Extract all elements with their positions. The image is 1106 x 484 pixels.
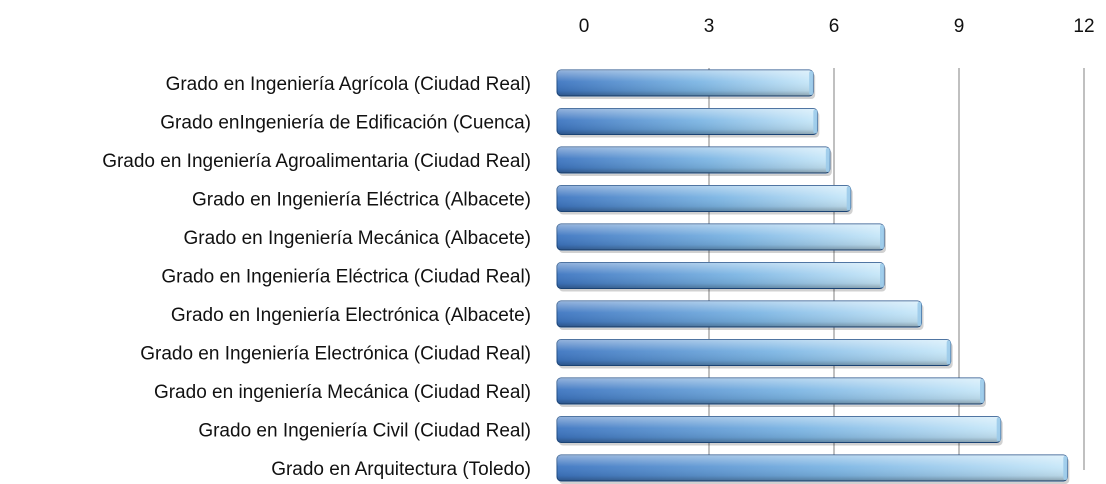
- bar-end-cap: [809, 71, 814, 95]
- category-label: Grado en Ingeniería Eléctrica (Ciudad Re…: [161, 267, 531, 288]
- bar-end-cap: [917, 302, 922, 326]
- bar-end-cap: [825, 148, 830, 172]
- x-tick-label: 9: [954, 16, 965, 37]
- category-label: Grado en Ingeniería Electrónica (Albacet…: [171, 305, 531, 326]
- bar: [556, 223, 886, 253]
- category-label: Grado en Ingeniería Mecánica (Albacete): [184, 228, 531, 249]
- category-label: Grado en Ingeniería Civil (Ciudad Real): [198, 421, 531, 442]
- category-label: Grado en ingeniería Mecánica (Ciudad Rea…: [154, 382, 531, 403]
- bar-end-cap: [880, 263, 884, 288]
- bar-shine: [557, 301, 922, 327]
- bar: [556, 262, 886, 292]
- bar-end-cap: [996, 417, 1001, 442]
- bar: [556, 300, 924, 330]
- bars: [556, 69, 1070, 484]
- x-axis-ticks: 0 3 6 9 12: [579, 16, 1095, 37]
- category-labels: Grado en Ingeniería Agrícola (Ciudad Rea…: [102, 74, 531, 480]
- x-tick-label: 6: [829, 16, 840, 37]
- bar: [556, 146, 832, 176]
- category-label: Grado en Ingeniería Electrónica (Ciudad …: [140, 344, 531, 365]
- category-label: Grado enIngeniería de Edificación (Cuenc…: [160, 113, 531, 134]
- bar-end-cap: [813, 109, 818, 134]
- bar-end-cap: [980, 379, 984, 403]
- bar: [556, 185, 853, 215]
- bar: [556, 339, 953, 369]
- bar-end-cap: [846, 186, 851, 211]
- bar-shine: [557, 455, 1068, 481]
- category-label: Grado en Arquitectura (Toledo): [271, 459, 531, 480]
- bar-shine: [557, 378, 984, 404]
- bar-shine: [557, 147, 830, 173]
- bar: [556, 108, 820, 138]
- x-tick-label: 0: [579, 16, 590, 37]
- bar-shine: [557, 185, 851, 212]
- bar: [556, 377, 986, 407]
- x-tick-label: 12: [1073, 16, 1094, 37]
- bar-shine: [557, 262, 884, 289]
- bar-shine: [557, 70, 814, 96]
- x-tick-label: 3: [704, 16, 715, 37]
- category-label: Grado en Ingeniería Eléctrica (Albacete): [192, 190, 531, 211]
- bar: [556, 416, 1003, 446]
- bar-end-cap: [1063, 456, 1068, 480]
- category-label: Grado en Ingeniería Agroalimentaria (Ciu…: [102, 151, 531, 172]
- bar: [556, 69, 816, 99]
- bar-shine: [557, 108, 818, 135]
- bar-end-cap: [880, 225, 884, 249]
- bar-shine: [557, 224, 884, 250]
- category-label: Grado en Ingeniería Agrícola (Ciudad Rea…: [166, 74, 531, 95]
- bar: [556, 454, 1070, 484]
- bar-shine: [557, 416, 1001, 443]
- bar-shine: [557, 339, 951, 366]
- bar-end-cap: [946, 340, 951, 365]
